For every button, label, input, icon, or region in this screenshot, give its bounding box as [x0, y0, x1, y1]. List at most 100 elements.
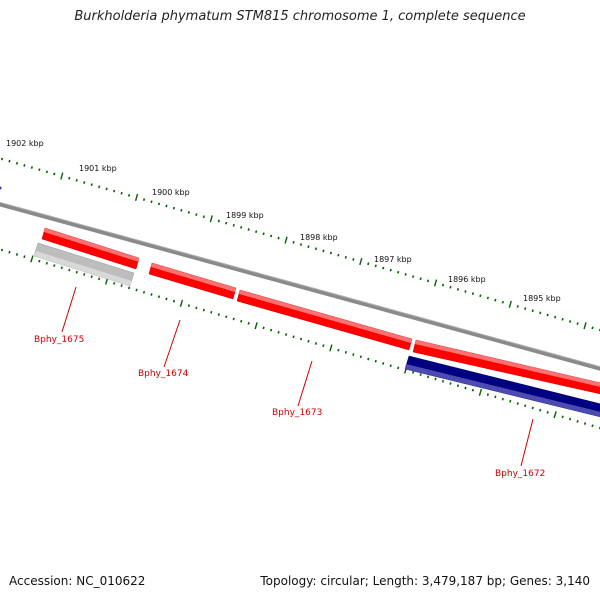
- topology-text: Topology: circular; Length: 3,479,187 bp…: [260, 574, 590, 588]
- minor-tick: [531, 406, 534, 410]
- gene-highlight: [239, 290, 412, 343]
- minor-tick: [270, 234, 273, 238]
- minor-tick: [38, 259, 41, 263]
- minor-tick: [367, 262, 370, 266]
- minor-tick: [307, 245, 310, 249]
- gene-label[interactable]: Bphy_1672: [495, 469, 545, 479]
- minor-tick: [0, 157, 4, 161]
- minor-tick: [441, 283, 445, 287]
- major-tick: [478, 388, 483, 396]
- gene-label[interactable]: Bphy_1675: [34, 335, 84, 345]
- reverse-strand-track: [33, 242, 600, 418]
- outer-tick-track: [0, 157, 600, 332]
- minor-tick: [113, 281, 116, 285]
- minor-tick: [195, 306, 198, 310]
- minor-tick: [202, 308, 205, 312]
- minor-tick: [232, 223, 235, 227]
- minor-tick: [38, 168, 41, 172]
- minor-tick: [150, 200, 153, 204]
- minor-tick: [240, 226, 243, 229]
- minor-tick: [539, 311, 542, 315]
- minor-tick: [83, 181, 86, 184]
- minor-tick: [471, 292, 475, 296]
- minor-tick: [0, 248, 4, 252]
- minor-tick: [45, 261, 48, 265]
- minor-tick: [479, 294, 482, 298]
- minor-tick: [98, 277, 101, 281]
- kbp-ruler-labels: 1902 kbp 1901 kbp 1900 kbp 1899 kbp 1898…: [6, 139, 561, 303]
- kbp-label: 1900 kbp: [152, 188, 190, 197]
- gene-label[interactable]: Bphy_1673: [272, 408, 322, 418]
- minor-tick: [90, 275, 93, 279]
- kbp-label: 1898 kbp: [300, 233, 338, 242]
- major-tick: [254, 322, 258, 330]
- minor-tick: [397, 366, 400, 370]
- minor-tick: [113, 189, 116, 193]
- minor-tick: [344, 255, 347, 259]
- minor-tick: [135, 288, 138, 292]
- kbp-label: 1896 kbp: [448, 275, 486, 284]
- minor-tick: [352, 353, 355, 356]
- minor-tick: [374, 359, 377, 363]
- minor-tick: [314, 247, 318, 251]
- minor-tick: [449, 285, 452, 289]
- gene-label[interactable]: Bphy_1674: [138, 369, 189, 379]
- minor-tick: [397, 270, 400, 274]
- minor-tick: [180, 208, 183, 212]
- minor-tick: [464, 290, 467, 293]
- minor-tick: [464, 386, 467, 390]
- accession-text: Accession: NC_010622: [9, 574, 146, 588]
- minor-tick: [217, 219, 220, 223]
- minor-tick: [150, 293, 153, 296]
- minor-tick: [307, 339, 310, 343]
- minor-tick: [352, 258, 355, 261]
- minor-tick: [419, 277, 422, 281]
- minor-tick: [165, 204, 168, 208]
- minor-tick: [15, 253, 19, 256]
- minor-tick: [471, 388, 475, 392]
- gene-label-leaders: [61, 286, 534, 467]
- chromosome-backbone-highlight: [0, 201, 600, 368]
- minor-tick: [60, 266, 63, 270]
- chromosome-backbone: [0, 202, 600, 371]
- minor-tick: [157, 202, 161, 206]
- major-tick: [134, 193, 139, 202]
- minor-tick: [576, 322, 579, 325]
- major-tick: [179, 299, 184, 307]
- minor-tick: [426, 279, 430, 283]
- major-tick: [359, 258, 363, 266]
- minor-tick: [524, 307, 527, 310]
- gene-highlight: [415, 340, 600, 387]
- minor-tick: [232, 317, 235, 321]
- minor-tick: [98, 185, 101, 189]
- minor-tick: [494, 395, 497, 399]
- minor-tick: [210, 310, 213, 314]
- minor-tick: [583, 422, 587, 425]
- minor-tick: [68, 176, 71, 180]
- minor-tick: [449, 382, 452, 385]
- minor-tick: [23, 164, 26, 167]
- gene-highlight: [44, 228, 139, 262]
- minor-tick: [15, 161, 19, 165]
- major-tick: [60, 172, 64, 180]
- major-tick: [508, 300, 512, 308]
- minor-tick: [247, 322, 250, 325]
- minor-tick: [314, 342, 318, 345]
- kbp-label: 1901 kbp: [79, 164, 117, 173]
- minor-tick: [299, 243, 303, 246]
- minor-tick: [554, 315, 557, 319]
- minor-tick: [516, 305, 519, 308]
- minor-tick: [561, 415, 564, 419]
- minor-tick: [591, 326, 594, 330]
- minor-tick: [359, 355, 362, 359]
- minor-tick: [456, 384, 460, 388]
- minor-tick: [434, 377, 437, 381]
- minor-tick: [30, 166, 33, 169]
- minor-tick: [187, 211, 190, 214]
- minor-tick: [591, 424, 594, 428]
- minor-tick: [142, 290, 146, 294]
- gene-highlight: [151, 263, 236, 292]
- minor-tick: [389, 364, 392, 368]
